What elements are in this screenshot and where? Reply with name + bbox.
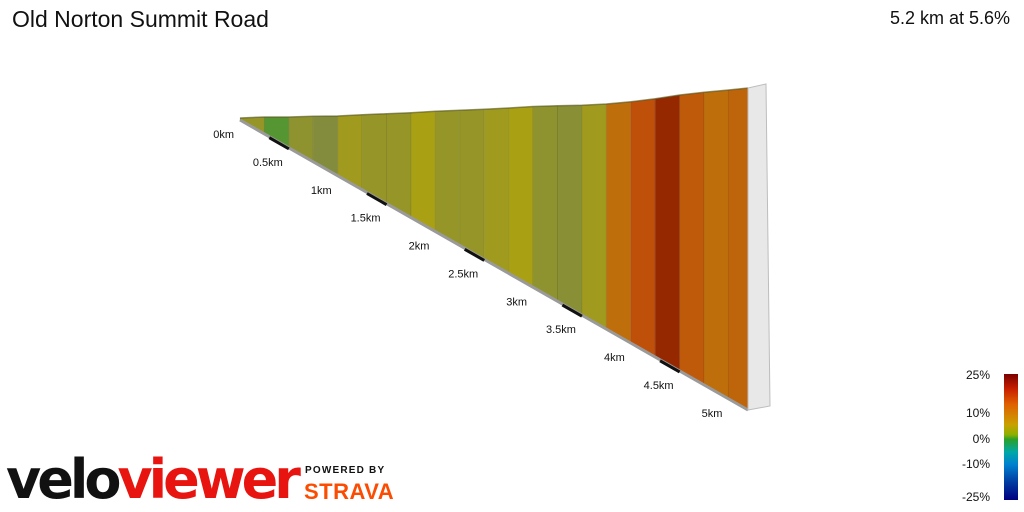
logo-viewer-text: viewer	[117, 448, 300, 511]
distance-tick-label: 4km	[604, 352, 625, 364]
distance-tick-label: 2km	[409, 241, 430, 253]
gradient-color-scale	[1004, 374, 1018, 500]
profile-segment	[630, 98, 656, 358]
profile-end-face	[747, 83, 771, 411]
profile-segment	[532, 105, 558, 303]
distance-tick-label: 2.5km	[448, 268, 478, 280]
profile-top-edge	[239, 87, 749, 119]
segment-title: Old Norton Summit Road	[12, 6, 269, 32]
legend-label: -25%	[961, 490, 990, 504]
distance-tick-label: 3km	[506, 296, 527, 308]
profile-segment	[557, 104, 583, 317]
profile-end-wall	[747, 83, 771, 411]
powered-by-label: POWERED BY	[305, 465, 386, 476]
distance-band	[561, 303, 583, 318]
profile-base	[239, 118, 749, 412]
distance-tick-label: 0km	[213, 129, 234, 141]
logo-velo-text: velo	[6, 448, 121, 511]
distance-band	[366, 192, 388, 206]
profile-segment	[581, 103, 607, 330]
profile-slabs	[239, 87, 749, 411]
profile-segment	[679, 91, 705, 386]
profile-segment	[508, 105, 534, 289]
profile-segment	[459, 108, 485, 261]
profile-segment	[703, 89, 729, 400]
legend-label: 10%	[965, 406, 990, 420]
segment-summary: 5.2 km at 5.6%	[889, 8, 1010, 28]
veloviewer-logo: veloviewer	[6, 448, 301, 511]
distance-band	[659, 359, 681, 374]
distance-tick-label: 1.5km	[351, 213, 381, 225]
profile-segment	[434, 109, 461, 247]
profile-segment	[386, 112, 412, 219]
legend-label: 0%	[972, 432, 990, 446]
profile-segment	[410, 110, 436, 233]
distance-band	[463, 247, 485, 262]
distance-band	[268, 136, 290, 151]
branding: veloviewer POWERED BY STRAVA	[6, 450, 426, 510]
legend-label: 25%	[965, 368, 990, 382]
profile-segment	[605, 101, 632, 344]
profile-segment	[727, 87, 749, 411]
profile-segment	[312, 115, 339, 177]
distance-tick-label: 4.5km	[644, 380, 674, 392]
profile-segment	[654, 94, 681, 372]
distance-tick-label: 5km	[702, 408, 723, 420]
profile-segment	[483, 107, 510, 275]
distance-tick-label: 1km	[311, 185, 332, 197]
legend-label: -10%	[961, 457, 990, 471]
strava-logo: STRAVA	[304, 479, 395, 504]
distance-tick-label: 3.5km	[546, 324, 576, 336]
gradient-legend: 25% 10% 0% -10% -25%	[960, 366, 1024, 512]
distance-ticks: 0km 0.5km 1km 1.5km 2km 2.5km 3km 3.5km 4km 4.5km…	[213, 129, 722, 420]
distance-tick-label: 0.5km	[253, 157, 283, 169]
